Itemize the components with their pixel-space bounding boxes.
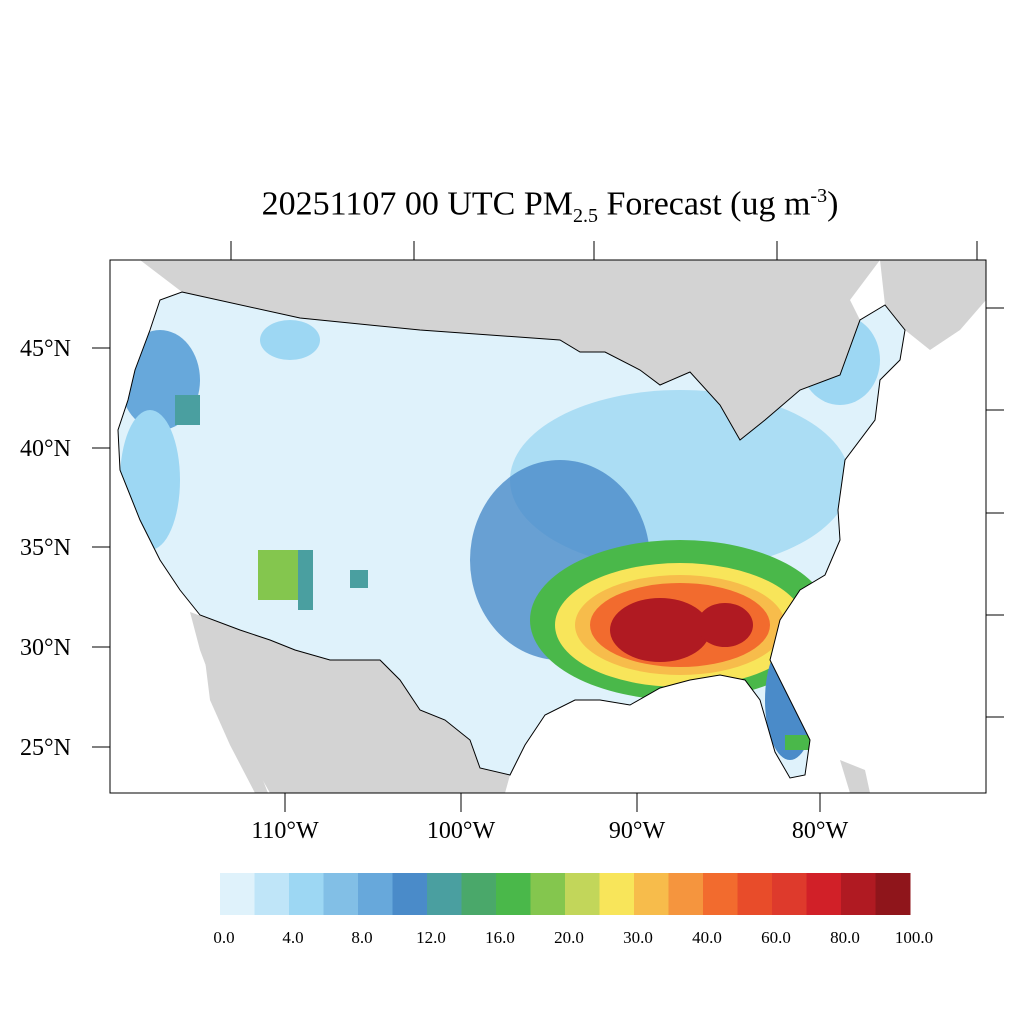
colorbar-swatch	[875, 873, 911, 915]
lon-labels: 110°W 100°W 90°W 80°W	[251, 818, 848, 844]
colorbar-label: 60.0	[761, 928, 791, 947]
outside-land	[140, 260, 986, 793]
lat-label: 40°N	[20, 436, 71, 462]
colorbar-swatch	[737, 873, 773, 915]
title-subscript: 2.5	[572, 205, 598, 228]
colorbar-label: 4.0	[282, 928, 303, 947]
title-suffix: Forecast (ug m	[597, 185, 811, 223]
colorbar-swatch	[323, 873, 359, 915]
colorbar-label: 0.0	[213, 928, 234, 947]
colorbar-swatch	[358, 873, 393, 915]
top-ticks	[230, 241, 978, 260]
colorbar-swatch	[530, 873, 566, 915]
colorbar-swatch	[634, 873, 669, 915]
colorbar-swatch	[496, 873, 531, 915]
colorbar-swatch	[289, 873, 324, 915]
colorbar-swatch	[461, 873, 497, 915]
colorbar-label: 80.0	[830, 928, 860, 947]
colorbar-labels: 0.0 4.0 8.0 12.0 16.0 20.0 30.0 40.0 60.0 80.0 100…	[213, 928, 933, 947]
colorbar-label: 40.0	[692, 928, 722, 947]
right-ticks	[986, 307, 1004, 718]
colorbar-label: 12.0	[416, 928, 446, 947]
lat-label: 25°N	[20, 735, 71, 761]
lat-label: 30°N	[20, 635, 71, 661]
colorbar-swatch	[254, 873, 290, 915]
lat-labels: 45°N 40°N 35°N 30°N 25°N	[20, 336, 71, 761]
title-superscript: -3	[810, 185, 828, 207]
colorbar-label: 100.0	[895, 928, 933, 947]
colorbar-swatch	[599, 873, 635, 915]
colorbar-swatch	[220, 873, 255, 915]
colorbar-swatch	[772, 873, 807, 915]
canada-east-land	[880, 260, 986, 350]
colorbar-swatch	[703, 873, 738, 915]
lon-label: 100°W	[427, 818, 496, 844]
colorbar-swatch	[668, 873, 704, 915]
bottom-ticks	[284, 793, 821, 812]
colorbar-label: 8.0	[351, 928, 372, 947]
colorbar-label: 16.0	[485, 928, 515, 947]
map-frame	[109, 259, 987, 794]
baja-land	[205, 660, 268, 793]
lat-label: 35°N	[20, 535, 71, 561]
colorbar-swatch	[841, 873, 876, 915]
colorbar-label: 20.0	[554, 928, 584, 947]
title-close: )	[827, 185, 839, 223]
lon-label: 110°W	[251, 818, 319, 844]
colorbar-swatch	[806, 873, 842, 915]
mexico-land	[190, 612, 510, 793]
canada-land	[140, 260, 880, 440]
colorbar-label: 30.0	[623, 928, 653, 947]
left-ticks	[92, 347, 110, 748]
lon-label: 80°W	[792, 818, 849, 844]
title-main: 20251107 00 UTC PM	[261, 185, 573, 223]
colorbar-swatch	[392, 873, 428, 915]
cuba-land	[840, 760, 870, 793]
colorbar	[220, 873, 911, 915]
us-outline	[117, 291, 906, 779]
colorbar-swatch	[427, 873, 462, 915]
map-title: 20251107 00 UTC PM2.5 Forecast (ug m-3)	[0, 185, 1024, 228]
lon-label: 90°W	[609, 818, 666, 844]
colorbar-swatch	[565, 873, 600, 915]
lat-label: 45°N	[20, 336, 71, 362]
